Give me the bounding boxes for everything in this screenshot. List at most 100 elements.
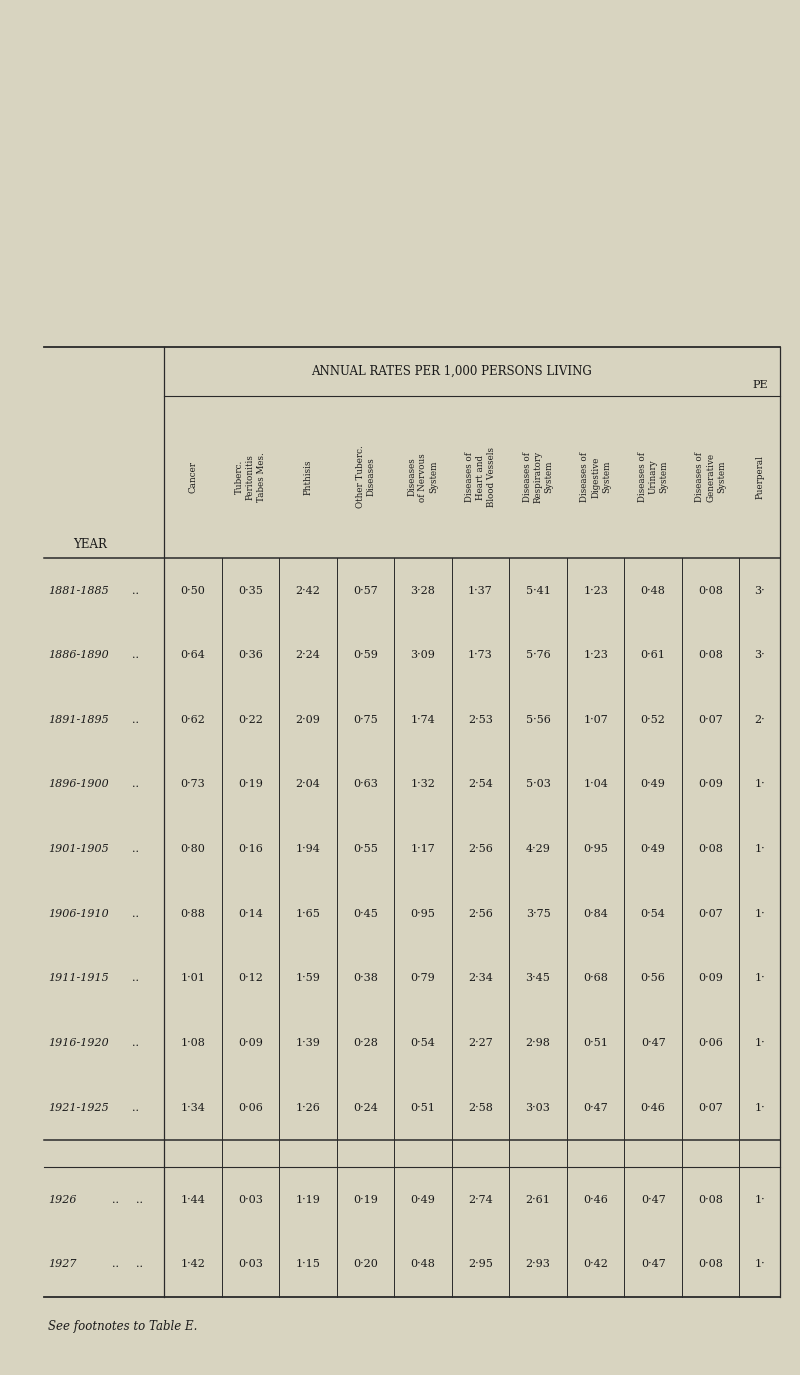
Text: Diseases of
Generative
System: Diseases of Generative System [695,452,726,502]
Text: 2·56: 2·56 [468,909,493,918]
Text: See footnotes to Table E.: See footnotes to Table E. [48,1320,198,1332]
Text: 2·58: 2·58 [468,1103,493,1112]
Text: 1·26: 1·26 [295,1103,320,1112]
Text: 1916-1920: 1916-1920 [48,1038,109,1048]
Text: 0·19: 0·19 [353,1195,378,1204]
Text: 2·56: 2·56 [468,844,493,854]
Text: 1·73: 1·73 [468,650,493,660]
Text: 1·23: 1·23 [583,650,608,660]
Text: 1·: 1· [754,844,765,854]
Text: ANNUAL RATES PER 1,000 PERSONS LIVING: ANNUAL RATES PER 1,000 PERSONS LIVING [311,364,592,378]
Text: 1·94: 1·94 [295,844,320,854]
Text: 0·52: 0·52 [641,715,666,725]
Text: Diseases of
Urinary
System: Diseases of Urinary System [638,452,668,502]
Text: 0·49: 0·49 [410,1195,435,1204]
Text: 1926: 1926 [48,1195,77,1204]
Text: 1·17: 1·17 [410,844,435,854]
Text: 0·14: 0·14 [238,909,262,918]
Text: 2·34: 2·34 [468,974,493,983]
Text: 0·20: 0·20 [353,1260,378,1269]
Text: ..: .. [132,909,138,918]
Text: 2·61: 2·61 [526,1195,550,1204]
Text: 0·03: 0·03 [238,1195,262,1204]
Text: 0·07: 0·07 [698,1103,723,1112]
Text: 0·08: 0·08 [698,650,723,660]
Text: 3·: 3· [754,586,765,595]
Text: 5·03: 5·03 [526,780,550,789]
Text: ..: .. [132,974,138,983]
Text: 2·98: 2·98 [526,1038,550,1048]
Text: ..: .. [137,1195,143,1204]
Text: 0·09: 0·09 [698,974,723,983]
Text: 0·46: 0·46 [641,1103,666,1112]
Text: 0·47: 0·47 [641,1038,666,1048]
Text: 1881-1885: 1881-1885 [48,586,109,595]
Text: 0·35: 0·35 [238,586,262,595]
Text: 0·36: 0·36 [238,650,262,660]
Text: 0·48: 0·48 [410,1260,435,1269]
Text: PE: PE [752,380,767,390]
Text: 0·79: 0·79 [410,974,435,983]
Text: 2·27: 2·27 [468,1038,493,1048]
Text: 1·: 1· [754,909,765,918]
Text: 1·65: 1·65 [295,909,320,918]
Text: 1·07: 1·07 [583,715,608,725]
Text: 0·48: 0·48 [641,586,666,595]
Text: 0·51: 0·51 [583,1038,608,1048]
Text: ..: .. [132,844,138,854]
Text: 1·: 1· [754,1038,765,1048]
Text: 0·51: 0·51 [410,1103,435,1112]
Text: 1·04: 1·04 [583,780,608,789]
Text: 0·73: 0·73 [180,780,205,789]
Text: 0·42: 0·42 [583,1260,608,1269]
Text: 1·: 1· [754,1260,765,1269]
Text: 0·95: 0·95 [583,844,608,854]
Text: 4·29: 4·29 [526,844,550,854]
Text: 2·24: 2·24 [295,650,320,660]
Text: 3·28: 3·28 [410,586,435,595]
Text: ..: .. [132,1103,138,1112]
Text: 1·08: 1·08 [180,1038,205,1048]
Text: ..: .. [132,780,138,789]
Text: Diseases of
Respiratory
System: Diseases of Respiratory System [522,451,554,503]
Text: 2·54: 2·54 [468,780,493,789]
Text: 0·47: 0·47 [583,1103,608,1112]
Text: 0·56: 0·56 [641,974,666,983]
Text: ..: .. [132,586,138,595]
Text: 0·54: 0·54 [641,909,666,918]
Text: 0·50: 0·50 [180,586,205,595]
Text: 1·37: 1·37 [468,586,493,595]
Text: ..: .. [113,1260,119,1269]
Text: 1·: 1· [754,1195,765,1204]
Text: 0·49: 0·49 [641,844,666,854]
Text: 1921-1925: 1921-1925 [48,1103,109,1112]
Text: 0·08: 0·08 [698,844,723,854]
Text: 0·80: 0·80 [180,844,205,854]
Text: 0·84: 0·84 [583,909,608,918]
Text: 1886-1890: 1886-1890 [48,650,109,660]
Text: 0·49: 0·49 [641,780,666,789]
Text: 0·08: 0·08 [698,1260,723,1269]
Text: 0·68: 0·68 [583,974,608,983]
Text: 5·56: 5·56 [526,715,550,725]
Text: 2·95: 2·95 [468,1260,493,1269]
Text: 0·54: 0·54 [410,1038,435,1048]
Text: 3·75: 3·75 [526,909,550,918]
Text: 0·47: 0·47 [641,1260,666,1269]
Text: ..: .. [137,1260,143,1269]
Text: 0·61: 0·61 [641,650,666,660]
Text: 1·32: 1·32 [410,780,435,789]
Text: 0·46: 0·46 [583,1195,608,1204]
Text: 0·95: 0·95 [410,909,435,918]
Text: 0·08: 0·08 [698,1195,723,1204]
Text: 0·07: 0·07 [698,909,723,918]
Text: 0·24: 0·24 [353,1103,378,1112]
Text: Diseases of
Heart and
Blood Vessels: Diseases of Heart and Blood Vessels [466,447,496,507]
Text: 5·41: 5·41 [526,586,550,595]
Text: 1906-1910: 1906-1910 [48,909,109,918]
Text: 1927: 1927 [48,1260,77,1269]
Text: ..: .. [132,650,138,660]
Text: 0·88: 0·88 [180,909,205,918]
Text: 1896-1900: 1896-1900 [48,780,109,789]
Text: 0·06: 0·06 [238,1103,262,1112]
